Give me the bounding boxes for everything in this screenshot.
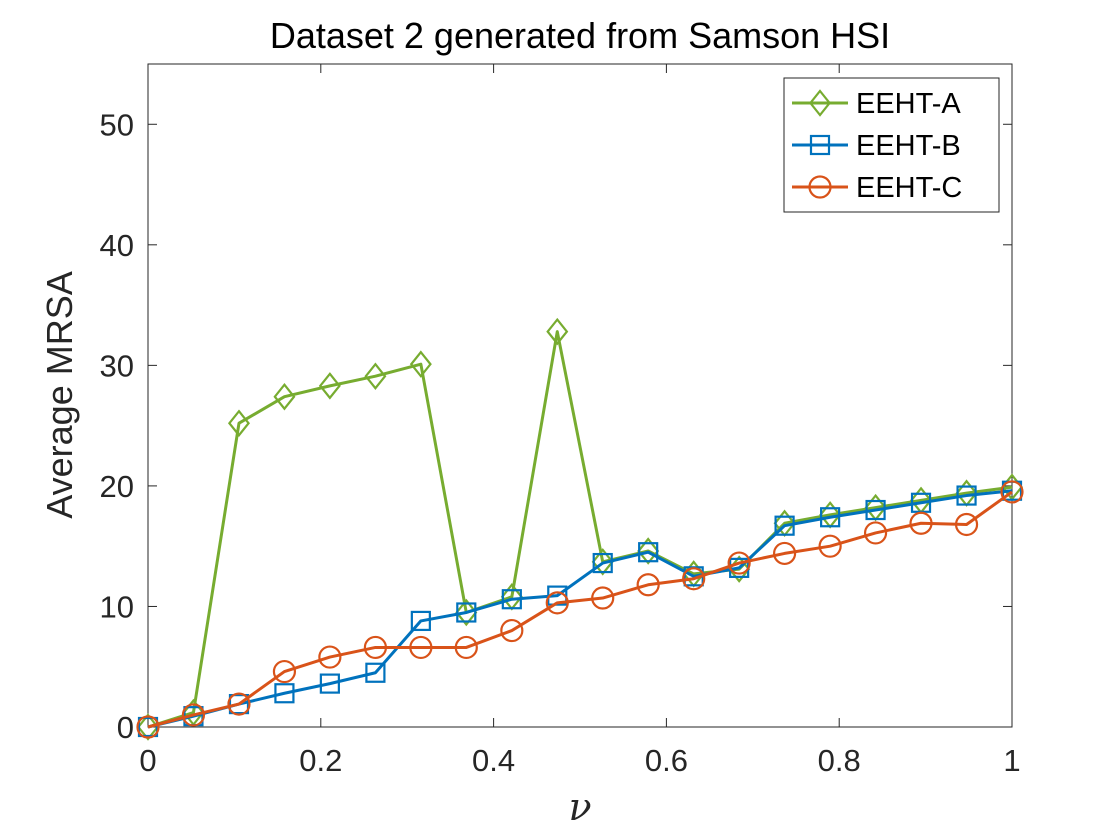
y-tick-label: 20 — [100, 469, 134, 504]
data-point — [638, 542, 659, 563]
data-point — [318, 645, 342, 669]
data-point — [363, 635, 388, 660]
data-point — [319, 673, 340, 694]
data-point — [273, 382, 296, 411]
data-point — [546, 317, 569, 346]
data-point — [227, 409, 250, 437]
data-point — [954, 512, 979, 537]
chart-title: Dataset 2 generated from Samson HSI — [270, 15, 890, 56]
data-point — [865, 499, 886, 521]
series-line — [147, 490, 1013, 729]
data-point — [456, 602, 477, 623]
data-point — [637, 537, 660, 565]
legend-item-eeht-b: EEHT-B — [792, 130, 961, 162]
legend-label: EEHT-A — [856, 88, 961, 120]
data-point — [636, 573, 660, 597]
data-point — [727, 551, 751, 575]
data-point — [500, 618, 524, 643]
legend-item-eeht-c: EEHT-C — [792, 172, 962, 204]
data-point — [455, 598, 478, 627]
y-tick-label: 40 — [100, 228, 134, 263]
x-axis-label: ν — [568, 785, 591, 829]
data-point — [774, 515, 795, 536]
data-point — [820, 507, 841, 528]
x-tick-label: 0.2 — [299, 743, 342, 778]
data-point — [592, 552, 613, 574]
y-tick-label: 0 — [117, 710, 134, 745]
legend-label: EEHT-B — [856, 130, 961, 162]
x-tick-label: 0.8 — [818, 743, 861, 778]
y-tick-label: 10 — [100, 589, 134, 624]
data-point — [227, 692, 251, 716]
data-point — [863, 521, 888, 545]
data-point — [1000, 480, 1024, 504]
data-point — [956, 485, 977, 506]
legend-marker — [809, 134, 831, 156]
series-line — [147, 489, 1013, 729]
data-point — [591, 586, 615, 610]
x-tick-label: 0.6 — [645, 743, 688, 778]
data-point — [682, 567, 706, 591]
data-point — [318, 372, 341, 400]
data-point — [545, 591, 569, 615]
series-eeht-c — [136, 480, 1024, 739]
y-axis-label: Average MRSA — [39, 271, 80, 518]
x-tick-label: 0.4 — [472, 743, 515, 778]
data-point — [409, 350, 432, 378]
series-layer — [136, 317, 1024, 741]
y-tick-label: 30 — [100, 348, 134, 383]
data-point — [364, 362, 387, 390]
legend-marker — [808, 89, 832, 117]
x-tick-label: 1 — [1003, 743, 1020, 778]
data-point — [274, 683, 295, 704]
legend: EEHT-A EEHT-B EEHT-C — [783, 77, 1000, 213]
data-point — [272, 659, 297, 684]
data-point — [410, 610, 431, 632]
data-point — [818, 534, 842, 558]
data-point — [909, 511, 933, 535]
data-point — [772, 541, 797, 566]
data-point — [136, 715, 160, 739]
data-point — [591, 548, 614, 576]
y-tick-label: 50 — [100, 107, 134, 142]
plot-frame — [147, 63, 1013, 728]
legend-marker — [808, 175, 832, 199]
data-point — [181, 703, 206, 727]
data-point — [365, 662, 386, 683]
legend-label: EEHT-C — [856, 172, 962, 204]
data-point — [454, 635, 478, 660]
data-point — [137, 716, 159, 738]
legend-item-eeht-a: EEHT-A — [792, 88, 961, 120]
data-point — [501, 589, 522, 610]
data-point — [228, 693, 250, 715]
x-tick-label: 0 — [139, 743, 156, 778]
data-point — [136, 713, 160, 741]
data-point — [409, 635, 433, 660]
